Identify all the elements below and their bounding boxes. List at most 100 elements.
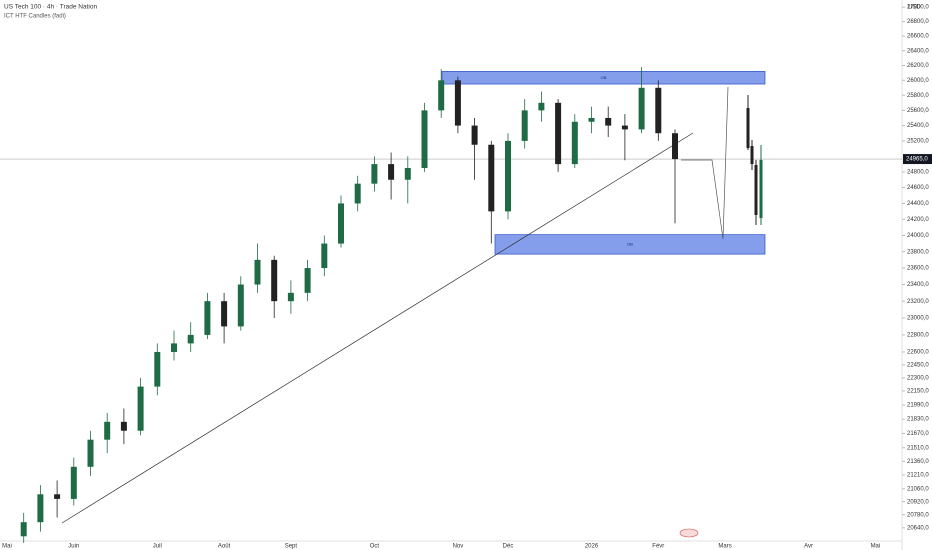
y-tick-label: 27000,0 (907, 5, 929, 11)
candle-body (421, 110, 428, 169)
candle-body (588, 117, 595, 122)
y-tick-label: 25200,0 (907, 138, 929, 144)
zone-label: OB (627, 241, 633, 246)
y-tick-label: 26000,0 (907, 78, 929, 84)
candle-body (521, 110, 528, 141)
x-tick-label: Févr (652, 544, 664, 550)
candle-body (154, 351, 161, 387)
order-block-zone (441, 71, 766, 85)
y-tick-label: 20640,0 (907, 525, 929, 531)
y-tick-label: 22150,0 (907, 389, 929, 395)
y-tick-label: 22800,0 (907, 332, 929, 338)
candle-body (638, 87, 645, 130)
candle-body (20, 522, 27, 537)
htf-candle (746, 108, 750, 148)
y-tick-label: 24400,0 (907, 201, 929, 207)
x-tick-label: Oct (370, 544, 380, 550)
x-tick-label: Avr (804, 544, 813, 550)
last-price-label: 24965,0 (906, 157, 928, 163)
y-tick-label: 20920,0 (907, 499, 929, 505)
y-tick-label: 23800,0 (907, 249, 929, 255)
candle-body (120, 421, 127, 431)
candle-body (354, 183, 361, 204)
y-tick-label: 24800,0 (907, 169, 929, 175)
y-tick-label: 25400,0 (907, 123, 929, 129)
y-tick-label: 24200,0 (907, 217, 929, 223)
y-tick-label: 21210,0 (907, 473, 929, 479)
order-block-zone (494, 234, 766, 255)
candle-body (488, 144, 495, 212)
htf-candles (746, 95, 763, 225)
x-tick-label: Juil (153, 544, 162, 550)
candle-body (287, 292, 294, 302)
y-tick-label: 26400,0 (907, 48, 929, 54)
x-tick-label: Mai (871, 544, 881, 550)
candle-body (655, 87, 662, 134)
candle-body (454, 80, 461, 126)
y-tick-label: 21510,0 (907, 445, 929, 451)
broker-logo (679, 528, 699, 538)
candle-body (672, 133, 678, 160)
candle-body (70, 466, 77, 499)
candle-body (571, 121, 578, 165)
x-tick-label: Sept (285, 544, 298, 550)
x-tick-label: 2026 (585, 544, 599, 550)
candle-body (221, 301, 228, 327)
y-tick-label: 20780,0 (907, 512, 929, 518)
candle-body (204, 301, 211, 335)
indicator-name: ICT HTF Candles (fadi) (4, 14, 66, 20)
x-tick-label: Mai (2, 544, 12, 550)
y-tick-label: 22450,0 (907, 362, 929, 368)
candle-body (471, 125, 478, 145)
y-tick-label: 24600,0 (907, 185, 929, 191)
candle-body (605, 117, 612, 126)
y-tick-label: 21670,0 (907, 431, 929, 437)
candle-body (37, 494, 44, 523)
y-tick-label: 26200,0 (907, 63, 929, 69)
y-tick-label: 26800,0 (907, 19, 929, 25)
candle-body (538, 102, 545, 111)
candle-body (404, 168, 411, 180)
y-tick-label: 24000,0 (907, 233, 929, 239)
x-tick-label: Déc (503, 544, 514, 550)
x-tick-label: Août (218, 544, 231, 550)
candle-body (137, 386, 144, 431)
htf-candle (754, 165, 758, 215)
chart-title: US Tech 100 · 4h · Trade Nation (4, 4, 97, 11)
htf-candle (759, 160, 763, 218)
candle-body (321, 243, 328, 269)
y-tick-label: 21990,0 (907, 403, 929, 409)
candle-body (304, 268, 311, 293)
candle-body (187, 334, 194, 344)
candle-body (388, 164, 395, 180)
y-tick-label: 25800,0 (907, 93, 929, 99)
price-unit: USD (908, 5, 921, 11)
candle-body (438, 80, 445, 111)
x-tick-label: Nov (453, 544, 464, 550)
last-price-box (903, 154, 932, 165)
y-tick-label: 23600,0 (907, 266, 929, 272)
candle-body (87, 439, 94, 467)
candle-body (104, 421, 111, 440)
candle-body (338, 203, 344, 244)
candle-body (271, 259, 278, 302)
candle-body (254, 259, 261, 285)
y-tick-label: 25600,0 (907, 108, 929, 114)
candle-body (505, 140, 511, 212)
y-tick-label: 21360,0 (907, 459, 929, 465)
candle-body (371, 164, 378, 184)
y-tick-label: 26600,0 (907, 34, 929, 40)
candle-body (54, 494, 61, 499)
candle-body (171, 343, 177, 352)
y-tick-label: 21830,0 (907, 417, 929, 423)
candle-body (555, 102, 562, 165)
htf-candle (750, 146, 754, 164)
y-tick-label: 22600,0 (907, 350, 929, 356)
x-tick-label: Juin (68, 544, 79, 550)
candle-body (237, 284, 244, 327)
y-tick-label: 23400,0 (907, 282, 929, 288)
y-tick-label: 22300,0 (907, 375, 929, 381)
